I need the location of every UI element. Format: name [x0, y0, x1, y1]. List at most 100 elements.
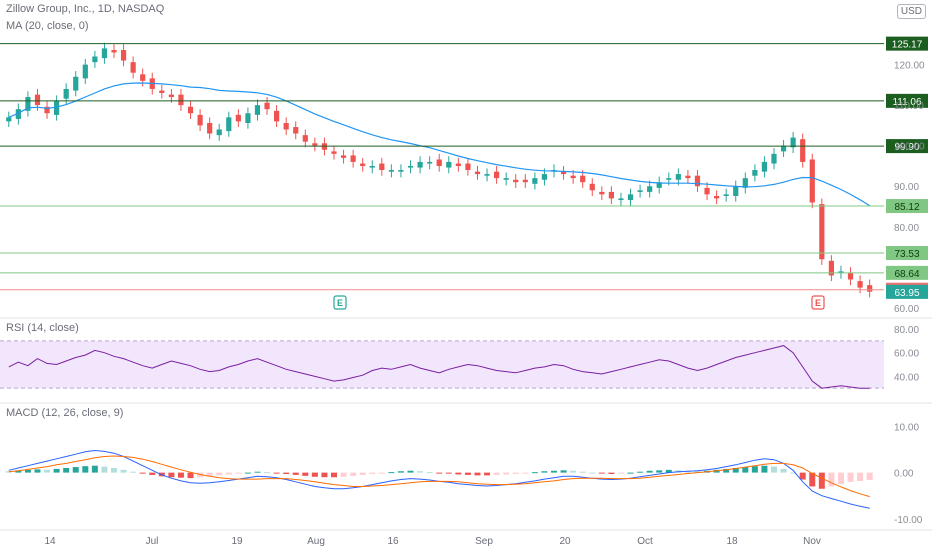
macd-histogram-bar — [455, 472, 462, 475]
candle-body — [819, 204, 825, 260]
price-axis-tick: 80.00 — [894, 223, 919, 234]
macd-axis-tick: 10.00 — [894, 422, 919, 433]
macd-histogram-bar — [101, 466, 108, 473]
macd-histogram-bar — [24, 469, 31, 473]
candle-body — [436, 159, 442, 166]
macd-histogram-bar — [464, 472, 471, 475]
candle-body — [369, 165, 375, 168]
x-axis-tick: Sep — [475, 536, 493, 547]
earnings-label: E — [815, 298, 821, 308]
candle-body — [407, 165, 414, 168]
price-level-label: 125.17 — [892, 40, 923, 51]
candle-body — [34, 94, 41, 106]
macd-histogram-bar — [34, 469, 41, 473]
macd-histogram-bar — [608, 472, 615, 474]
macd-axis-tick: -10.00 — [894, 515, 923, 526]
candle-body — [120, 50, 127, 61]
macd-histogram-bar — [837, 472, 844, 485]
macd-histogram-bar — [72, 467, 79, 473]
macd-histogram-bar — [493, 472, 500, 475]
macd-histogram-bar — [340, 472, 347, 477]
candle-body — [25, 97, 31, 111]
candle-body — [589, 183, 595, 191]
macd-histogram-bar — [216, 472, 223, 476]
candle-body — [752, 170, 758, 176]
price-level-tag — [886, 284, 928, 299]
currency-badge[interactable]: USD — [896, 4, 926, 19]
macd-histogram-bar — [244, 472, 251, 474]
candle-body — [685, 175, 691, 179]
candle-body — [63, 88, 69, 99]
candle-body — [800, 139, 806, 162]
price-level-label: 99.90 — [894, 142, 919, 153]
candle-body — [130, 62, 136, 73]
candle-body — [178, 94, 184, 106]
macd-histogram-bar — [5, 471, 12, 473]
macd-histogram-bar — [350, 472, 357, 476]
candle-body — [484, 174, 490, 176]
macd-histogram-bar — [177, 472, 184, 478]
macd-histogram-bar — [617, 472, 624, 474]
candle-body — [474, 171, 481, 175]
earnings-label: E — [337, 298, 343, 308]
candle-body — [302, 135, 308, 142]
macd-histogram-bar — [694, 471, 701, 473]
candle-body — [867, 285, 873, 292]
macd-histogram-bar — [82, 466, 89, 473]
macd-histogram-bar — [187, 472, 194, 479]
macd-axis-tick: 0.00 — [894, 469, 914, 480]
rsi-band — [0, 340, 884, 389]
macd-histogram-bar — [799, 472, 806, 480]
candle-body — [723, 194, 729, 196]
price-level-tag — [886, 93, 928, 108]
candle-body — [618, 198, 624, 201]
macd-histogram-bar — [321, 472, 328, 478]
macd-histogram-bar — [254, 471, 261, 473]
candle-body — [15, 109, 21, 119]
macd-histogram-bar — [589, 472, 596, 474]
candle-body — [694, 175, 701, 187]
price-axis-tick: 60.00 — [894, 304, 919, 315]
rsi-axis-tick: 80.00 — [894, 325, 919, 336]
candle-body — [427, 161, 433, 164]
x-axis-tick: Jul — [146, 536, 159, 547]
macd-legend: MACD (12, 26, close, 9) — [6, 407, 124, 419]
price-level-label: 68.64 — [894, 269, 919, 280]
macd-histogram-bar — [225, 472, 232, 475]
rsi-axis-tick: 60.00 — [894, 349, 919, 360]
earnings-marker — [333, 295, 347, 310]
candle-body — [417, 161, 423, 168]
price-level-label: 111.06 — [892, 97, 922, 108]
rsi-line — [8, 345, 870, 389]
macd-histogram-bar — [311, 472, 318, 477]
candle-body — [761, 161, 768, 172]
candle-body — [283, 122, 289, 130]
macd-histogram-bar — [522, 472, 529, 474]
macd-histogram-bar — [378, 472, 385, 474]
price-level-label: 85.12 — [894, 202, 919, 213]
macd-histogram-bar — [751, 466, 758, 473]
candle-body — [790, 137, 796, 148]
x-axis-tick: 14 — [44, 536, 56, 547]
x-axis-tick: 20 — [559, 536, 571, 547]
candle-body — [675, 174, 681, 180]
candle-body — [608, 191, 614, 199]
macd-histogram-bar — [130, 471, 137, 473]
macd-histogram-bar — [627, 472, 634, 474]
price-level-tag — [886, 36, 928, 51]
price-level-tag — [886, 265, 928, 280]
signal-line — [8, 455, 870, 498]
x-axis-tick: Aug — [307, 536, 325, 547]
candle-body — [340, 155, 347, 158]
macd-histogram-bar — [637, 471, 644, 473]
macd-histogram-bar — [847, 472, 854, 482]
candle-body — [733, 186, 739, 196]
macd-histogram-bar — [818, 472, 825, 489]
candle-body — [312, 143, 318, 146]
chart-title: Zillow Group, Inc., 1D, NASDAQ — [6, 3, 165, 15]
candle-body — [379, 163, 385, 171]
candle-body — [207, 122, 213, 134]
macd-histogram-bar — [531, 472, 538, 474]
candle-body — [6, 117, 12, 122]
